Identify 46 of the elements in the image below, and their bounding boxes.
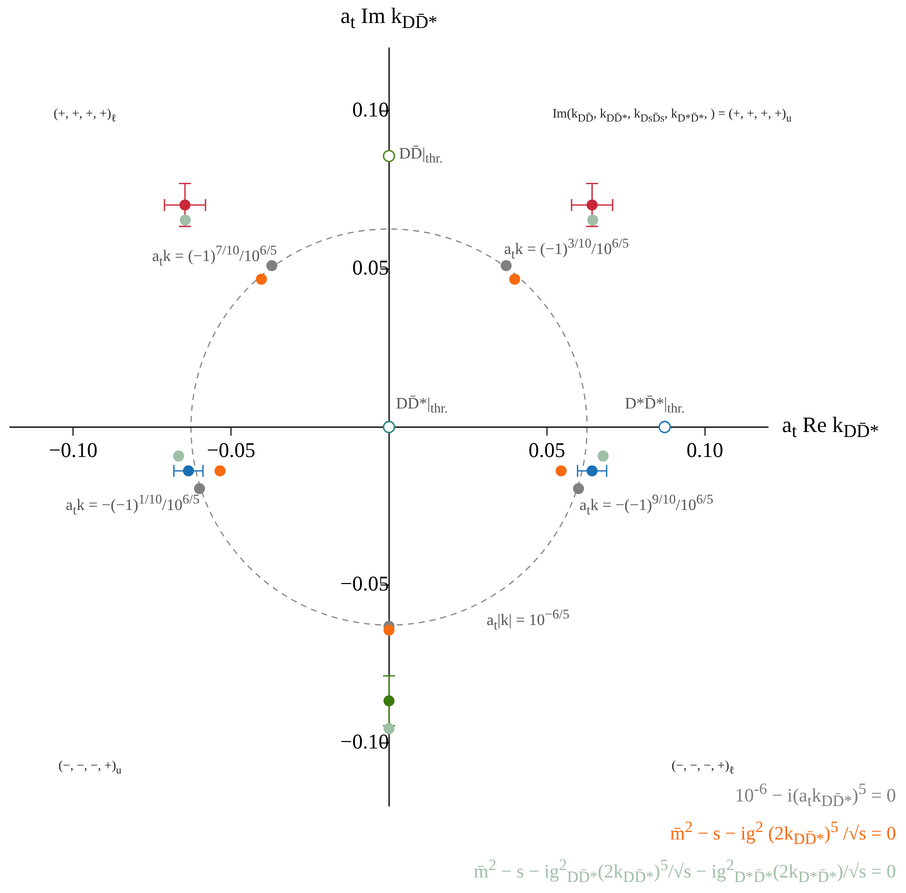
annotation: a$_{t}$k = −(−1)$^{1/10}$/10$^{6/5}$: [66, 491, 200, 518]
x-axis-title: a$_{t}$ Re k$_{DD̄*}$: [782, 412, 879, 442]
point: [586, 199, 598, 210]
point: [256, 274, 267, 285]
point: [509, 274, 520, 285]
point: [384, 624, 394, 636]
point: [266, 260, 278, 272]
annotation: (−, −, −, +)$_{u}$: [58, 758, 122, 776]
x-tick-label: 0.10: [686, 438, 724, 462]
annotation: DD̄*|$_{thr.}$: [396, 395, 448, 417]
annotation: DD̄|$_{thr.}$: [399, 145, 443, 167]
point: [382, 150, 396, 162]
annotation: a$_{t}$k = (−1)$^{3/10}$/10$^{6/5}$: [504, 235, 629, 262]
y-tick-label: −0.10: [340, 729, 389, 754]
point: [573, 483, 584, 494]
point: [173, 450, 184, 462]
text: 10$^{-6}$ − i(a$_{t}$k$_{DD̄*}$)$^{5}$ = 0: [734, 780, 896, 810]
annotation: (+, +, +, +)$_{ℓ}$: [54, 106, 116, 124]
point: [194, 483, 205, 494]
point: [598, 450, 609, 462]
y-tick-label: 0.05: [352, 256, 389, 280]
text: m̄$^{2}$ − s − ig$^{2}$$_{DD̄*}$(2k$_{DD̄*}$)$^{5}$/√s − ig$^{2}$$_{D*D̄*}$(2k$_{D*D̄*}$)/√s = 0: [474, 856, 896, 886]
annotation: a$_{t}$|k| = 10$^{−6/5}$: [486, 606, 570, 634]
point: [182, 465, 194, 476]
annotation: a$_{t}$k = −(−1)$^{9/10}$/10$^{6/5}$: [580, 491, 714, 518]
y-axis-title: a$_{t}$ Im k$_{DD̄*}$: [340, 2, 438, 34]
point: [179, 199, 190, 210]
point: [180, 214, 191, 226]
text: m̄$^{2}$ − s − ig$^{2}$ (2k$_{DD̄*}$)$^{5}$ /√s = 0: [670, 818, 896, 848]
x-tick-label: −0.05: [206, 438, 256, 462]
point: [384, 723, 394, 734]
text: Im(k$_{DD̄}$, k$_{DD̄*}$, k$_{DsD̄s}$, k$_{D*D̄*}$, ) = (+, +, +, +)$_{u}$: [552, 106, 792, 124]
point: [214, 465, 226, 476]
x-tick-label: 0.05: [528, 438, 566, 462]
annotation: a$_{t}$k = (−1)$^{7/10}$/10$^{6/5}$: [152, 242, 277, 269]
point: [658, 420, 671, 434]
annotation: D*D̄*|$_{thr.}$: [624, 395, 685, 417]
y-tick-label: 0.10: [352, 98, 389, 122]
point: [587, 214, 598, 226]
point: [384, 695, 394, 706]
x-tick-label: −0.10: [48, 438, 98, 462]
point: [500, 260, 512, 272]
y-tick-label: −0.05: [340, 571, 389, 596]
point: [556, 465, 567, 476]
annotation: (−, −, −, +)$_{ℓ}$: [672, 758, 734, 776]
point: [586, 465, 598, 476]
